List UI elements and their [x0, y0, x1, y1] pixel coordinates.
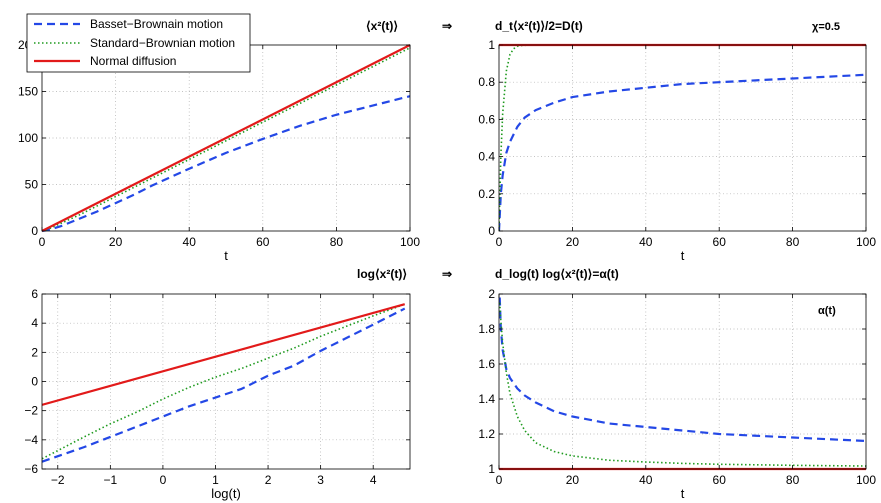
x-tick-label: 100 — [400, 235, 420, 249]
x-tick-label: 40 — [183, 235, 197, 249]
x-axis-label: t — [681, 248, 685, 263]
y-tick-label: 0 — [31, 224, 38, 238]
series-line-logmsd-1 — [42, 303, 406, 460]
series-line-diffusivity-1 — [499, 44, 866, 232]
series-line-logmsd-2 — [42, 303, 406, 406]
chi-label: χ=0.5 — [812, 21, 840, 33]
y-tick-label: 0.8 — [478, 75, 495, 89]
y-tick-label: 0.2 — [478, 187, 495, 201]
y-tick-label: 2 — [488, 287, 495, 301]
x-tick-label: −2 — [51, 473, 65, 487]
x-tick-label: 0 — [160, 473, 167, 487]
x-axis-label: t — [224, 248, 228, 263]
axes-frame — [498, 293, 867, 470]
x-tick-label: 0 — [39, 235, 46, 249]
x-tick-label: −1 — [103, 473, 117, 487]
x-tick-label: 3 — [317, 473, 324, 487]
x-tick-label: 20 — [109, 235, 123, 249]
y-tick-label: 1.6 — [478, 357, 495, 371]
x-tick-label: 80 — [786, 473, 800, 487]
y-tick-label: 100 — [18, 131, 38, 145]
legend-label-normal: Normal diffusion — [90, 54, 176, 68]
series-line-alpha-1 — [499, 302, 866, 467]
legend: Basset−Brownain motion Standard−Brownian… — [26, 13, 251, 73]
x-tick-label: 0 — [496, 473, 503, 487]
x-tick-label: 60 — [713, 235, 727, 249]
y-tick-label: 1 — [488, 462, 495, 476]
x-tick-label: 100 — [856, 235, 876, 249]
x-tick-label: 100 — [856, 473, 876, 487]
y-tick-label: 50 — [25, 178, 39, 192]
y-tick-label: 1.8 — [478, 322, 495, 336]
axes-frame — [498, 44, 867, 232]
series-line-diffusivity-0 — [499, 73, 866, 232]
y-tick-label: 1.4 — [478, 392, 495, 406]
y-tick-label: −4 — [24, 433, 38, 447]
y-tick-label: 6 — [31, 287, 38, 301]
series-line-logmsd-0 — [42, 307, 406, 463]
chart-logmsd: −2 −1 0 1 2 3 4 −6 −4 −2 0 2 4 6 log(t) — [24, 287, 411, 501]
y-tick-label: 2 — [31, 345, 38, 359]
legend-label-basset: Basset−Brownain motion — [90, 17, 223, 31]
x-tick-label: 4 — [370, 473, 377, 487]
y-tick-label: 1.2 — [478, 427, 495, 441]
x-tick-label: 20 — [566, 235, 580, 249]
x-axis-label: t — [681, 486, 685, 501]
series-line-msd-1 — [42, 47, 410, 232]
y-tick-label: 150 — [18, 85, 38, 99]
x-tick-label: 60 — [256, 235, 270, 249]
chart-panels: 020406080100050100150200t02040608010000.… — [18, 38, 876, 501]
chart-msd: 020406080100050100150200t — [18, 38, 420, 263]
y-tick-label: −6 — [24, 462, 38, 476]
top-arrow: ⇒ — [442, 19, 452, 33]
series-line-alpha-0 — [499, 297, 866, 443]
bottom-title-left: log⟨x²(t)⟩ — [357, 267, 407, 281]
x-tick-label: 60 — [713, 473, 727, 487]
y-tick-label: 0 — [488, 224, 495, 238]
x-tick-label: 1 — [212, 473, 219, 487]
y-tick-label: 0 — [31, 375, 38, 389]
legend-label-standard: Standard−Brownian motion — [90, 36, 235, 50]
x-tick-label: 2 — [265, 473, 272, 487]
x-tick-label: 80 — [330, 235, 344, 249]
y-tick-label: 1 — [488, 38, 495, 52]
bottom-arrow: ⇒ — [442, 267, 452, 281]
chart-diffusivity: 0 20 40 60 80 100 0 0.2 0.4 0.6 0.8 1 t — [478, 38, 876, 263]
bottom-title-right: d_log(t) log⟨x²(t)⟩=α(t) — [495, 267, 619, 281]
chart-alpha: 0 20 40 60 80 100 1 1.2 1.4 1.6 1.8 2 t — [478, 287, 876, 501]
x-tick-label: 20 — [566, 473, 580, 487]
series-line-msd-2 — [42, 44, 410, 232]
y-tick-label: 4 — [31, 316, 38, 330]
x-axis-label: log(t) — [211, 486, 241, 501]
x-tick-label: 40 — [639, 235, 653, 249]
alpha-label: α(t) — [818, 305, 836, 317]
top-title-right: d_t⟨x²(t)⟩/2=D(t) — [495, 19, 583, 33]
series-line-msd-0 — [42, 95, 410, 233]
y-tick-label: 0.4 — [478, 150, 495, 164]
y-tick-label: 0.6 — [478, 112, 495, 126]
top-title-left: ⟨x²(t)⟩ — [366, 19, 398, 33]
x-tick-label: 0 — [496, 235, 503, 249]
x-tick-label: 40 — [639, 473, 653, 487]
y-tick-label: −2 — [24, 404, 38, 418]
x-tick-label: 80 — [786, 235, 800, 249]
